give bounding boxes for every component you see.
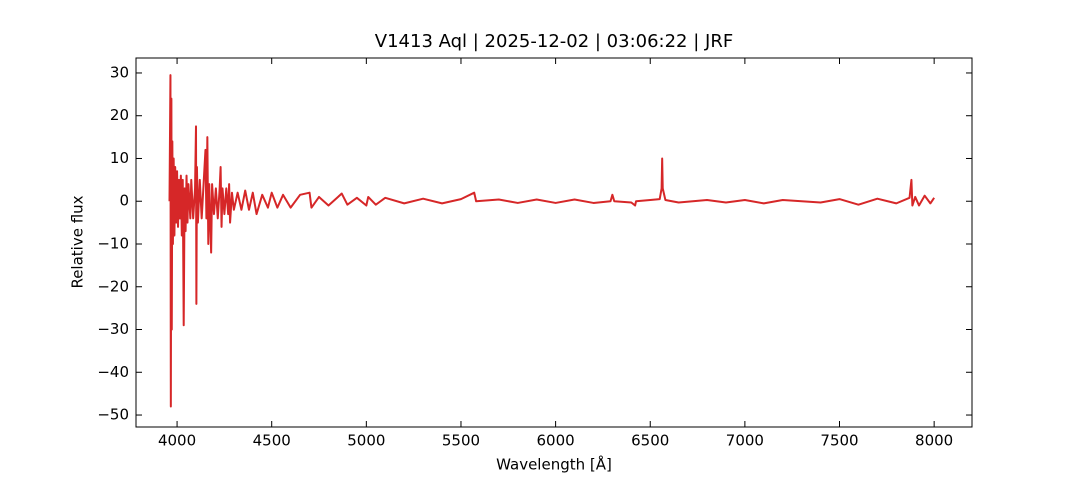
x-tick-label: 6500	[631, 432, 669, 450]
y-tick-label: −50	[97, 406, 129, 424]
x-tick-label: 5000	[347, 432, 385, 450]
y-tick-label: −20	[97, 277, 129, 295]
x-tick-label: 6000	[537, 432, 575, 450]
x-tick-label: 4500	[253, 432, 291, 450]
y-tick-label: −30	[97, 320, 129, 338]
spectrum-line	[168, 74, 935, 408]
x-tick-label: 5500	[442, 432, 480, 450]
x-tick-label: 7500	[820, 432, 858, 450]
y-axis-label: Relative flux	[69, 195, 87, 288]
y-tick-label: 10	[110, 149, 129, 167]
plot-frame	[135, 57, 973, 428]
x-tick-label: 7000	[726, 432, 764, 450]
x-tick-label: 4000	[158, 432, 196, 450]
y-tick-label: −10	[97, 234, 129, 252]
y-tick-label: 0	[119, 192, 129, 210]
y-tick-label: −40	[97, 363, 129, 381]
x-tick-label: 8000	[915, 432, 953, 450]
y-tick-label: 30	[110, 63, 129, 81]
y-tick-label: 20	[110, 106, 129, 124]
x-axis-label: Wavelength [Å]	[496, 455, 612, 474]
chart-title: V1413 Aql | 2025-12-02 | 03:06:22 | JRF	[375, 31, 733, 52]
